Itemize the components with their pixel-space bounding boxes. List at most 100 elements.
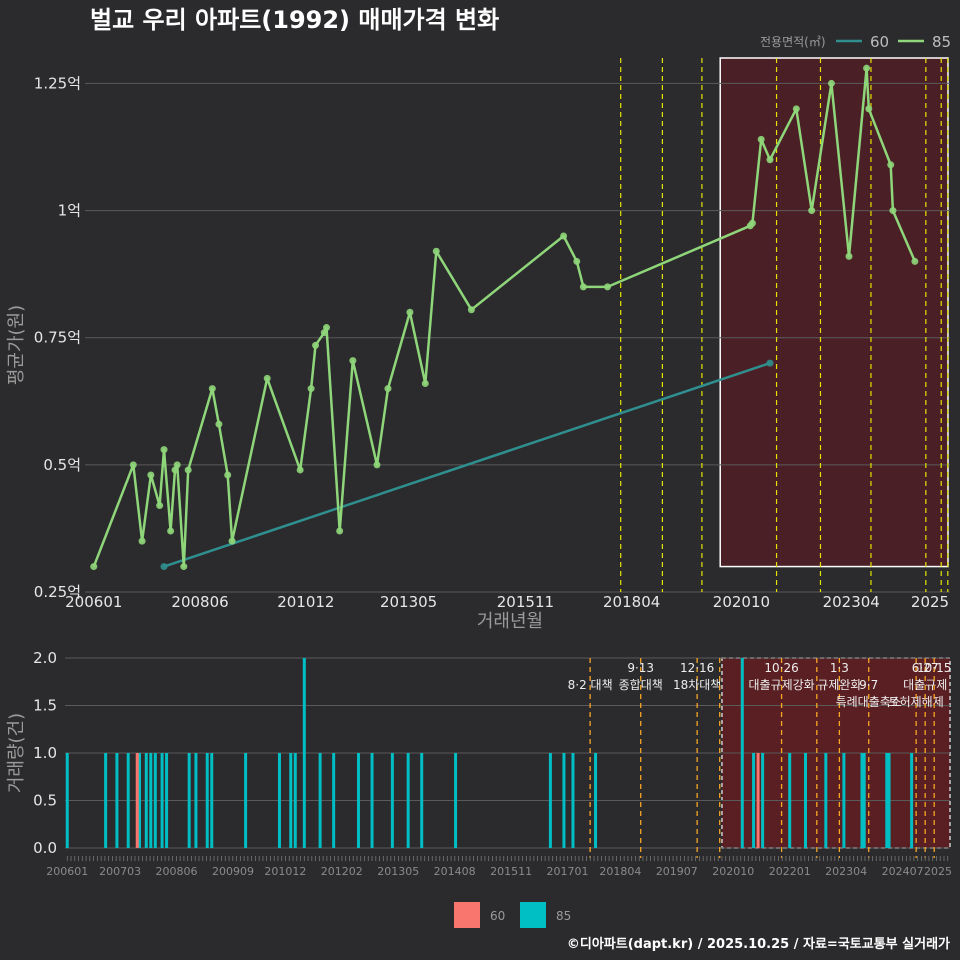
- source-caption: ©디아파트(dapt.kr) / 2025.10.25 / 자료=국토교통부 실…: [567, 936, 950, 952]
- bottom-x-tick-label: 200601: [46, 865, 88, 878]
- policy-label: 1·3: [830, 661, 849, 675]
- top-y-tick-label: 1.25억: [34, 74, 81, 92]
- policy-label: 특례대출축소: [836, 695, 902, 709]
- data-point-85: [184, 466, 192, 474]
- bar-85: [302, 658, 306, 848]
- data-point-85: [129, 461, 137, 469]
- bar-85: [144, 753, 148, 848]
- policy-label: 18차대책: [673, 677, 721, 692]
- data-point-85: [224, 471, 232, 479]
- data-point-60: [160, 563, 168, 571]
- data-point-85: [887, 161, 895, 169]
- top-y-axis-title: 평균가(원): [6, 305, 27, 385]
- bar-85: [65, 753, 69, 848]
- bottom-x-tick-label: 201701: [547, 865, 589, 878]
- data-point-85: [373, 461, 381, 469]
- top-x-tick-label: 2025: [911, 593, 949, 611]
- bar-85: [370, 753, 374, 848]
- top-x-tick-label: 202304: [823, 593, 880, 611]
- bar-85: [571, 753, 575, 848]
- data-point-85: [827, 79, 835, 87]
- bar-85: [104, 753, 108, 848]
- bar-85: [332, 753, 336, 848]
- bottom-y-axis-title: 거래량(건): [6, 713, 27, 793]
- legend-bottom: 60 85: [454, 902, 571, 928]
- policy-label: 종합대책: [619, 677, 663, 692]
- data-point-85: [573, 257, 581, 265]
- bar-85: [562, 753, 566, 848]
- bar-85: [910, 753, 914, 848]
- legend-title: 전용면적(㎡): [760, 35, 826, 49]
- data-point-85: [889, 207, 897, 215]
- legend-label-85: 85: [932, 33, 951, 51]
- data-point-85: [911, 257, 919, 265]
- data-point-85: [312, 341, 320, 349]
- bar-85: [244, 753, 248, 848]
- data-point-85: [322, 324, 330, 332]
- legend-label-60: 60: [870, 33, 889, 51]
- bottom-x-tick-label: 202304: [825, 865, 867, 878]
- bar-85: [187, 753, 191, 848]
- chart-title: 벌교 우리 아파트(1992) 매매가격 변화: [90, 6, 499, 34]
- bar-85: [887, 753, 891, 848]
- data-point-85: [865, 105, 873, 113]
- bar-85: [210, 753, 214, 848]
- bottom-x-tick-label: 201907: [656, 865, 698, 878]
- bar-85: [115, 753, 119, 848]
- bottom-x-tick-label: 200703: [99, 865, 141, 878]
- bar-85: [420, 753, 424, 848]
- bottom-x-tick-label: 200909: [212, 865, 254, 878]
- top-x-tick-label: 201305: [380, 593, 437, 611]
- data-point-85: [808, 207, 816, 215]
- bar-85: [390, 753, 394, 848]
- data-point-60: [766, 359, 774, 367]
- policy-label: 9·13: [627, 661, 654, 675]
- policy-label: 대출규제: [903, 678, 947, 692]
- bar-85: [205, 753, 209, 848]
- top-y-tick-label: 0.5억: [43, 456, 81, 474]
- bar-60: [756, 753, 760, 848]
- data-point-85: [167, 527, 175, 535]
- bottom-x-tick-label: 201202: [321, 865, 363, 878]
- data-point-85: [432, 247, 440, 255]
- top-y-tick-label: 1억: [58, 202, 81, 220]
- series-line-60: [163, 361, 771, 568]
- bottom-y-ticks: 0.0 0.5 1.0 1.5 2.0: [33, 649, 57, 857]
- data-point-85: [173, 461, 181, 469]
- data-point-85: [156, 502, 164, 510]
- policy-label: 규제완화: [817, 678, 861, 692]
- bottom-x-tick-label: 201012: [264, 865, 306, 878]
- data-point-85: [208, 385, 216, 393]
- legend-bottom-label-60: 60: [490, 909, 505, 923]
- bar-85: [740, 658, 744, 848]
- data-point-85: [766, 156, 774, 164]
- bar-85: [160, 753, 164, 848]
- top-x-tick-label: 201511: [497, 593, 554, 611]
- data-point-85: [215, 420, 223, 428]
- data-point-85: [228, 537, 236, 545]
- data-point-85: [792, 105, 800, 113]
- bottom-x-tick-label: 201804: [599, 865, 641, 878]
- data-point-85: [160, 446, 168, 454]
- top-x-tick-label: 201012: [277, 593, 334, 611]
- data-point-85: [863, 64, 871, 72]
- bar-85: [594, 753, 598, 848]
- data-point-85: [406, 308, 414, 316]
- top-y-ticks: 0.25억 0.5억 0.75억 1억 1.25억: [34, 74, 81, 601]
- bottom-bars: [65, 658, 914, 848]
- bar-85: [804, 753, 808, 848]
- bottom-x-tick-label: 201305: [377, 865, 419, 878]
- policy-label: 10·15: [917, 661, 951, 675]
- top-x-tick-label: 200601: [65, 593, 122, 611]
- top-series: [90, 64, 919, 571]
- bottom-x-tick-label: 202407: [882, 865, 924, 878]
- bar-85: [318, 753, 322, 848]
- top-y-tick-label: 0.75억: [34, 329, 81, 347]
- bottom-y-tick-label: 2.0: [33, 649, 57, 667]
- data-point-85: [384, 385, 392, 393]
- data-point-85: [467, 306, 475, 314]
- bar-85: [138, 753, 142, 848]
- bottom-x-ticks: 200601 200703 200806 200909 201012 201202 2013…: [46, 856, 952, 878]
- bar-85: [788, 753, 792, 848]
- bar-85: [752, 753, 756, 848]
